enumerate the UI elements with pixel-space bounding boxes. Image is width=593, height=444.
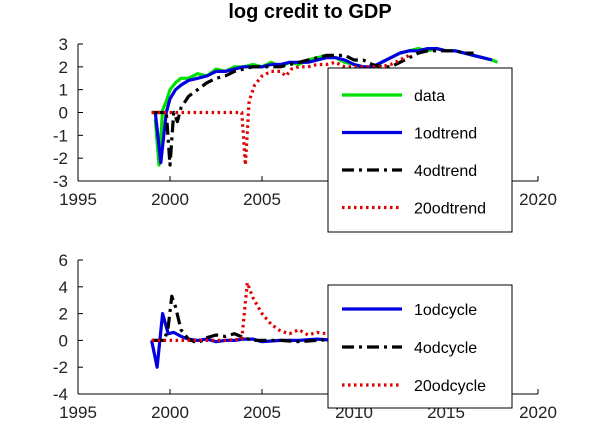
top-panel: -3-2-10123199520002005201020152020data1o… xyxy=(53,35,557,233)
y-tick-label: -1 xyxy=(53,126,68,145)
y-tick-label: 3 xyxy=(59,35,68,54)
legend-box xyxy=(327,67,513,233)
y-tick-label: -2 xyxy=(53,149,68,168)
legend-box xyxy=(327,284,513,409)
legend-label-1odcycle: 1odcycle xyxy=(414,302,477,319)
y-tick-label: 6 xyxy=(59,251,68,270)
legend-label-data: data xyxy=(414,88,445,105)
legend: data 1odtrend 4odtrend 20odtrend xyxy=(327,67,513,233)
legend-label-20odtrend: 20odtrend xyxy=(414,201,486,218)
chart-title: log credit to GDP xyxy=(228,1,391,23)
y-tick-label: 0 xyxy=(59,331,68,350)
x-tick-label: 2005 xyxy=(243,190,281,209)
x-tick-label: 1995 xyxy=(59,190,97,209)
legend-label-4odcycle: 4odcycle xyxy=(414,340,477,357)
x-tick-label: 2020 xyxy=(519,190,557,209)
series-line-20odtrend xyxy=(151,53,410,167)
y-tick-label: -4 xyxy=(53,385,68,404)
y-tick-label: 2 xyxy=(59,305,68,324)
y-tick-label: 0 xyxy=(59,104,68,123)
legend-label-1odtrend: 1odtrend xyxy=(414,126,477,143)
legend-label-20odcycle: 20odcycle xyxy=(414,378,486,395)
y-tick-label: 1 xyxy=(59,81,68,100)
series-line-1odtrend xyxy=(153,46,493,165)
series-line-4odcycle xyxy=(151,294,373,345)
series-line-4odtrend xyxy=(151,49,474,167)
x-tick-label: 2000 xyxy=(151,403,189,422)
y-tick-label: -3 xyxy=(53,172,68,191)
series-group xyxy=(151,46,499,167)
y-tick-label: 4 xyxy=(59,278,68,297)
x-tick-label: 1995 xyxy=(59,403,97,422)
x-tick-label: 2020 xyxy=(519,403,557,422)
legend: 1odcycle 4odcycle 20odcycle xyxy=(327,284,513,409)
y-tick-label: 2 xyxy=(59,58,68,77)
x-tick-label: 2005 xyxy=(243,403,281,422)
legend-label-4odtrend: 4odtrend xyxy=(414,163,477,180)
y-tick-label: -2 xyxy=(53,358,68,377)
x-tick-label: 2000 xyxy=(151,190,189,209)
